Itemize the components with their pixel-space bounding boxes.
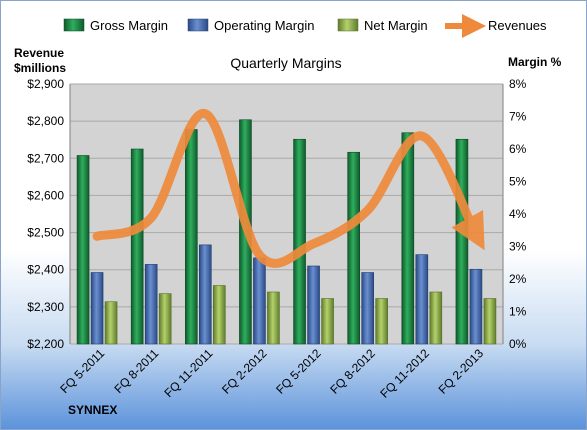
operating-margin-bar <box>307 265 320 345</box>
net-margin-bar <box>267 291 280 345</box>
legend-swatch-operating <box>187 18 209 32</box>
right-tick-label: 4% <box>509 207 527 221</box>
net-margin-bar <box>104 301 118 345</box>
left-axis-title-line1: Revenue <box>14 46 64 60</box>
net-margin-bar <box>429 291 443 345</box>
category-tick-label: FQ 2-2013 <box>436 346 487 397</box>
operating-margin-bar <box>90 272 104 345</box>
revenue-series-line <box>92 109 485 268</box>
category-axis-ticks: FQ 5-2011 FQ 8-2011 FQ 11-2011 FQ 2-2012 FQ … <box>57 346 486 401</box>
bar-marks <box>76 119 497 345</box>
category-tick-label: FQ 8-2011 <box>111 346 161 396</box>
operating-margin-bar <box>469 268 483 345</box>
left-axis-title-line2: $millions <box>14 61 66 75</box>
left-tick-label: $2,500 <box>27 226 64 240</box>
left-axis-ticks: $2,200 $2,300 $2,400 $2,500 $2,600 $2,700 $2,8… <box>27 77 64 351</box>
legend-swatch-gross <box>63 18 85 32</box>
legend-item-operating-margin[interactable]: Operating Margin <box>187 18 314 33</box>
left-tick-label: $2,700 <box>27 151 64 165</box>
gross-margin-bar <box>455 138 469 345</box>
gross-margin-bar <box>293 138 306 345</box>
legend-label-revenues: Revenues <box>488 18 547 33</box>
gross-margin-bar <box>130 148 144 345</box>
legend-item-net-margin[interactable]: Net Margin <box>337 18 428 33</box>
left-tick-label: $2,900 <box>27 77 64 91</box>
left-tick-label: $2,200 <box>27 337 64 351</box>
net-margin-bar <box>321 298 334 345</box>
legend-item-gross-margin[interactable]: Gross Margin <box>63 18 168 33</box>
operating-margin-bar <box>199 244 212 345</box>
right-tick-label: 7% <box>509 110 527 124</box>
category-tick-label: FQ 5-2011 <box>57 346 107 396</box>
right-tick-label: 6% <box>509 142 527 156</box>
right-tick-label: 5% <box>509 175 527 189</box>
left-tick-label: $2,300 <box>27 300 64 314</box>
net-margin-bar <box>213 285 226 345</box>
legend: Gross Margin Operating Margin Net Margin… <box>63 14 547 38</box>
right-tick-label: 3% <box>509 240 527 254</box>
legend-swatch-net <box>337 18 359 32</box>
net-margin-bar <box>375 298 388 345</box>
legend-label-net: Net Margin <box>364 18 428 33</box>
left-tick-label: $2,800 <box>27 114 64 128</box>
net-margin-bar <box>158 293 172 345</box>
revenue-line <box>92 109 485 268</box>
right-axis-title: Margin % <box>508 55 562 69</box>
right-axis-ticks: 0% 1% 2% 3% 4% 5% 6% 7% 8% <box>509 77 527 351</box>
left-tick-label: $2,600 <box>27 188 64 202</box>
legend-label-gross: Gross Margin <box>90 18 168 33</box>
category-tick-label: FQ 11-2012 <box>377 346 432 401</box>
net-margin-bar <box>483 298 497 345</box>
category-tick-label: FQ 8-2012 <box>327 346 378 397</box>
operating-margin-bar <box>253 257 266 345</box>
right-tick-label: 1% <box>509 305 527 319</box>
right-tick-label: 2% <box>509 272 527 286</box>
chart-title: Quarterly Margins <box>230 55 341 71</box>
category-tick-label: FQ 11-2011 <box>162 346 216 400</box>
operating-margin-bar <box>361 272 374 345</box>
category-tick-label: FQ 5-2012 <box>273 346 324 397</box>
legend-label-operating: Operating Margin <box>214 18 314 33</box>
operating-margin-bar <box>144 264 158 345</box>
operating-margin-bar <box>415 254 429 345</box>
gross-margin-bar <box>185 129 198 345</box>
gross-margin-bar <box>401 132 415 345</box>
right-tick-label: 0% <box>509 337 527 351</box>
category-tick-label: FQ 2-2012 <box>219 346 270 397</box>
right-tick-label: 8% <box>509 77 527 91</box>
left-tick-label: $2,400 <box>27 263 64 277</box>
gross-margin-bar <box>76 155 90 345</box>
company-brand: SYNNEX <box>68 403 117 417</box>
gross-margin-bar <box>347 151 360 345</box>
legend-item-revenues[interactable]: Revenues <box>445 14 547 38</box>
